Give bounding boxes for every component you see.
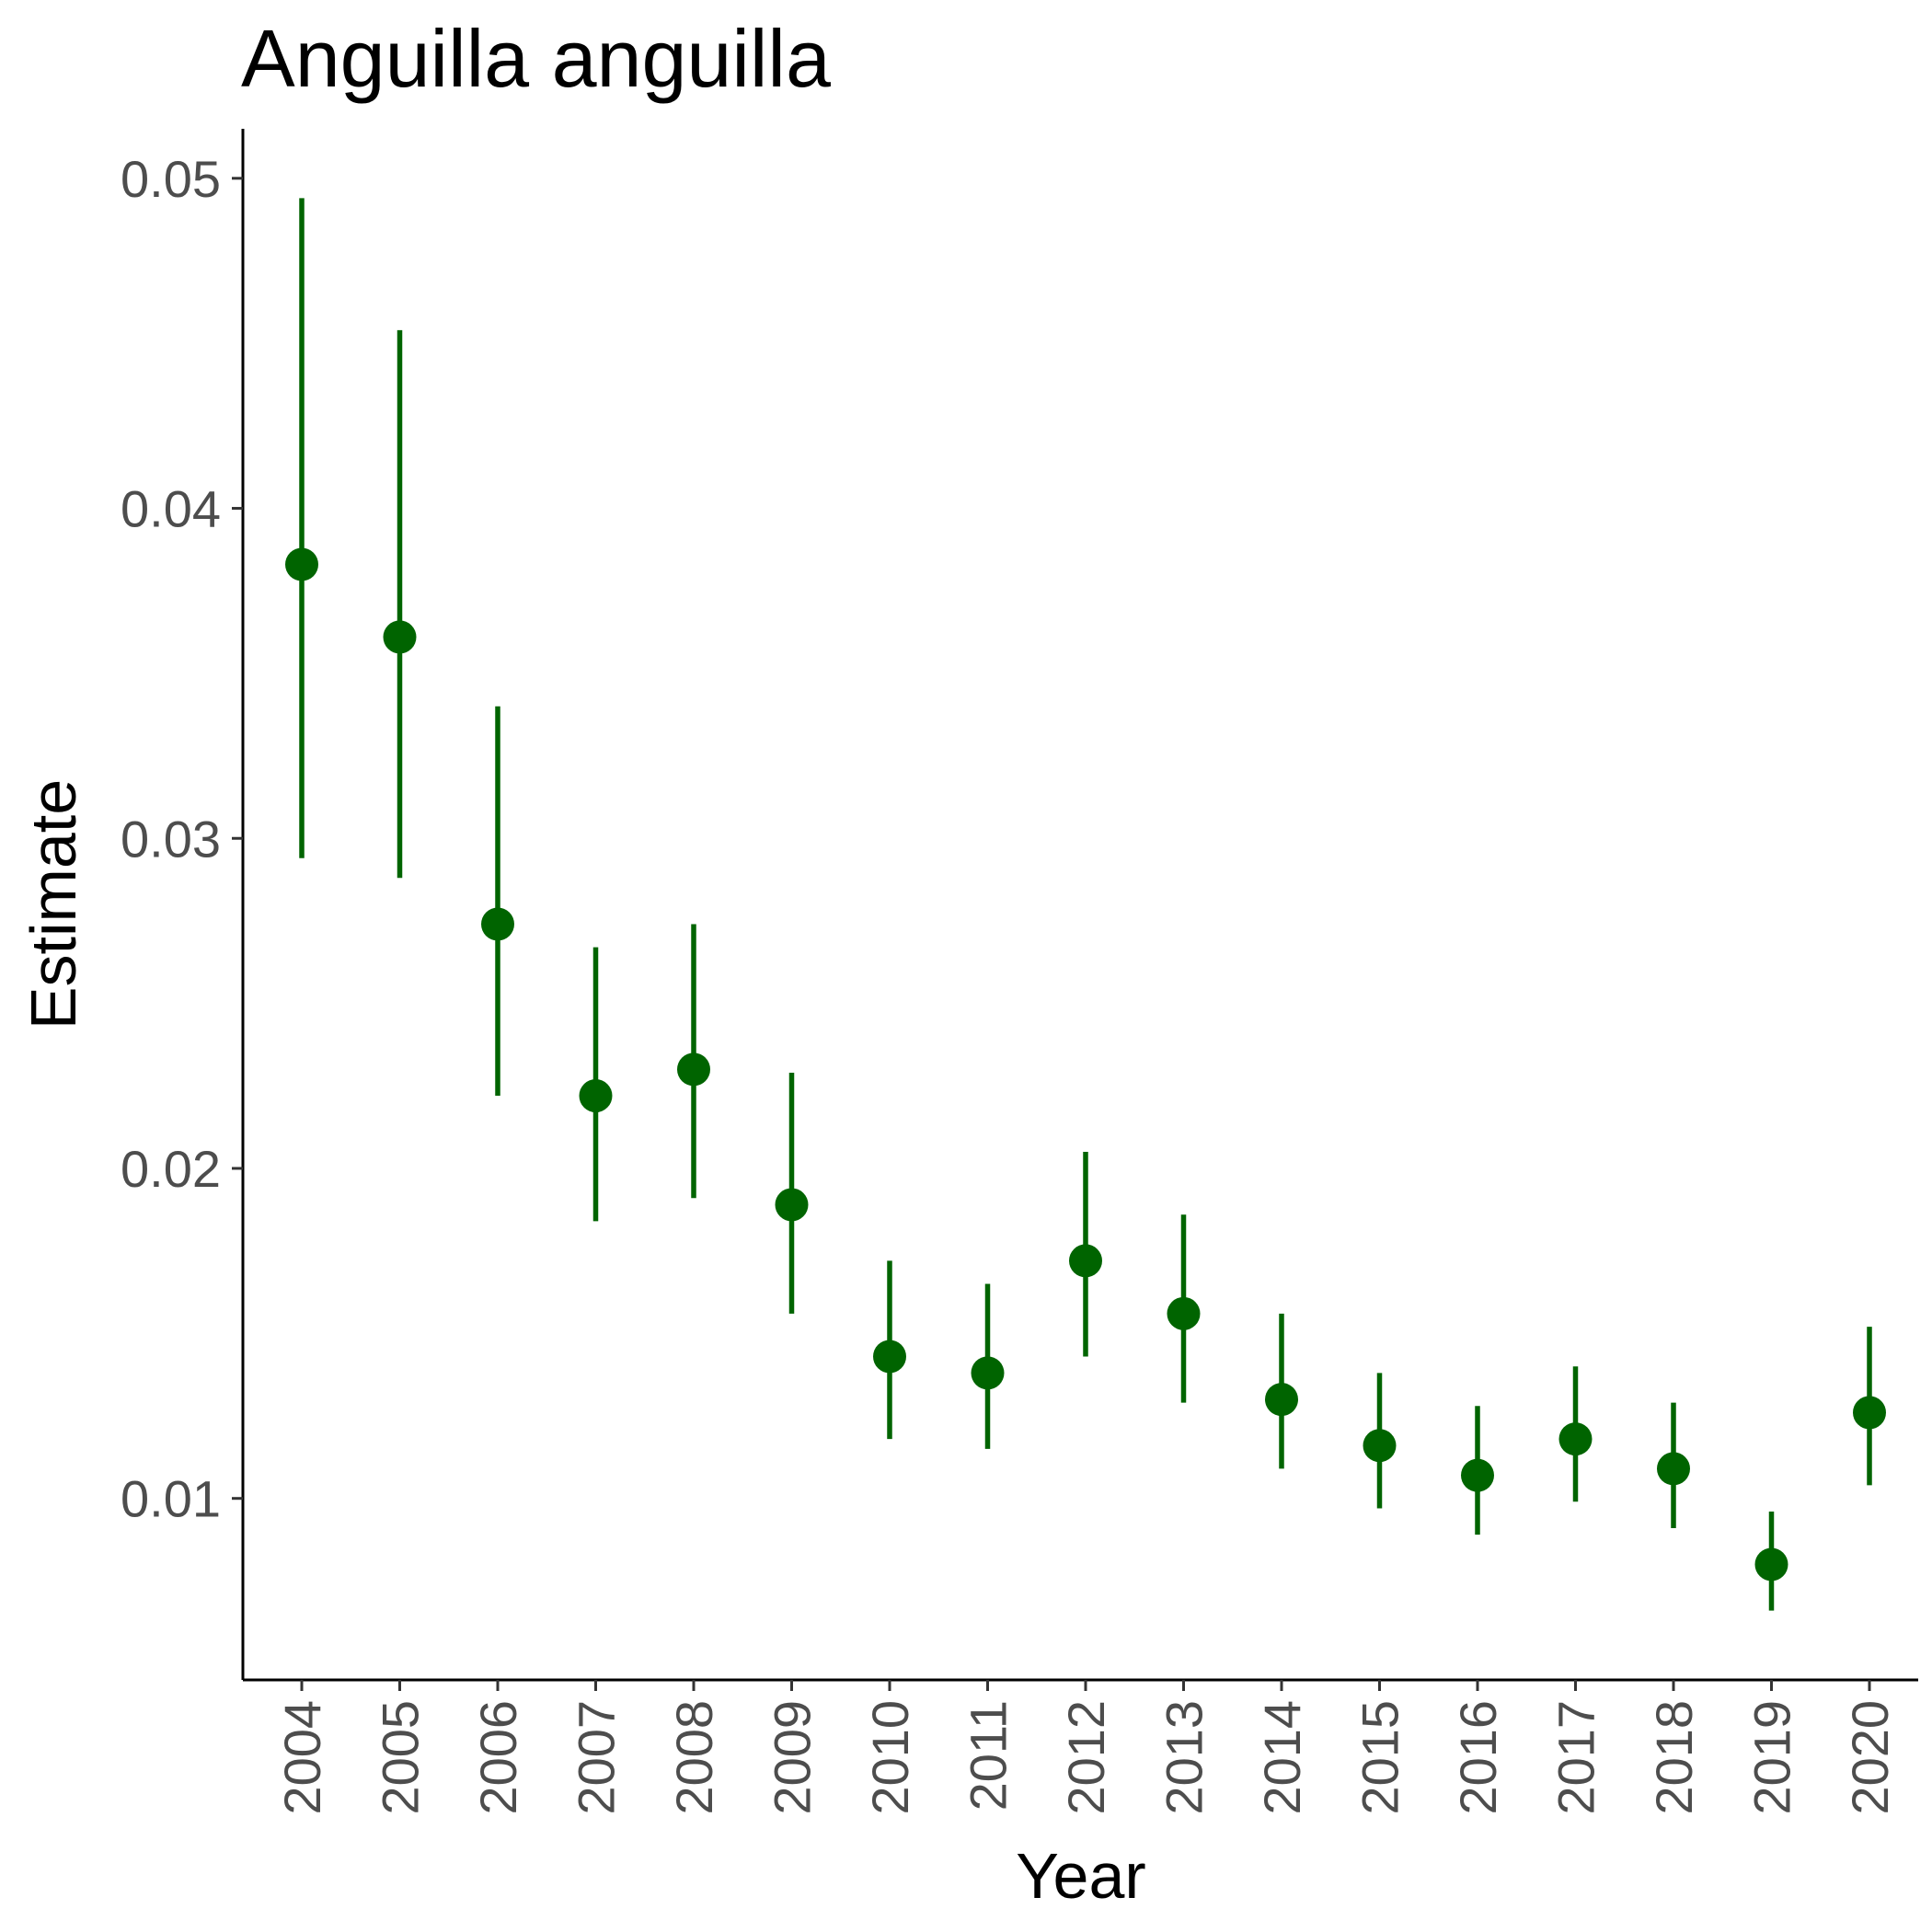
estimate-point	[1363, 1429, 1397, 1463]
estimate-point	[1461, 1458, 1494, 1492]
estimate-point	[1657, 1452, 1690, 1486]
estimate-point	[481, 907, 514, 941]
x-tick-label: 2005	[372, 1700, 430, 1815]
data-points	[285, 547, 1886, 1581]
x-tick-label: 2016	[1449, 1700, 1507, 1815]
estimate-point	[285, 547, 318, 581]
x-axis-ticks: 2004 2005 2006 2007 2008 2009 2010 2011 2012 2013…	[273, 1680, 1899, 1815]
x-tick-label: 2006	[469, 1700, 527, 1815]
estimate-point	[775, 1188, 809, 1222]
y-axis-ticks: 0.01 0.02 0.03 0.04 0.05	[121, 150, 243, 1528]
estimate-point	[1853, 1396, 1886, 1430]
x-tick-label: 2017	[1547, 1700, 1605, 1815]
estimate-point	[971, 1356, 1005, 1390]
y-tick-label: 0.03	[121, 810, 221, 868]
estimate-point	[677, 1052, 710, 1087]
estimate-point	[579, 1079, 613, 1113]
estimate-point	[1265, 1383, 1298, 1417]
y-tick-label: 0.02	[121, 1140, 221, 1198]
x-axis-title: Year	[1016, 1840, 1145, 1912]
x-tick-label: 2018	[1645, 1700, 1703, 1815]
x-tick-label: 2004	[273, 1700, 331, 1815]
estimate-point	[383, 620, 417, 654]
estimate-point	[1558, 1422, 1593, 1456]
x-tick-label: 2013	[1156, 1700, 1213, 1815]
x-tick-label: 2014	[1253, 1700, 1311, 1815]
y-tick-label: 0.01	[121, 1470, 221, 1528]
error-bars	[299, 198, 1872, 1611]
x-tick-label: 2019	[1743, 1700, 1801, 1815]
x-tick-label: 2011	[960, 1700, 1018, 1811]
x-tick-label: 2009	[764, 1700, 822, 1815]
x-tick-label: 2007	[568, 1700, 626, 1815]
y-tick-label: 0.05	[121, 150, 221, 208]
x-tick-label: 2008	[665, 1700, 723, 1815]
x-tick-label: 2010	[861, 1700, 919, 1815]
estimate-point	[873, 1340, 906, 1374]
estimate-point	[1167, 1296, 1201, 1330]
x-tick-label: 2015	[1351, 1700, 1409, 1815]
chart-title: Anguilla anguilla	[241, 13, 831, 104]
estimate-point	[1069, 1244, 1102, 1278]
x-tick-label: 2020	[1841, 1700, 1899, 1815]
estimate-point	[1754, 1547, 1788, 1581]
y-tick-label: 0.04	[121, 480, 221, 538]
x-tick-label: 2012	[1057, 1700, 1115, 1815]
y-axis-title: Estimate	[17, 779, 89, 1029]
